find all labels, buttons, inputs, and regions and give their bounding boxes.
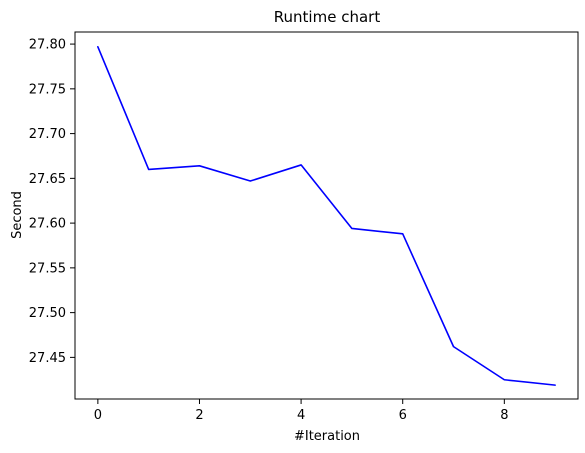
x-tick-label: 2: [195, 408, 203, 423]
y-tick-label: 27.55: [29, 261, 66, 276]
data-point: [197, 164, 201, 168]
x-axis-ticks: 0 2 4 6 8: [94, 399, 508, 423]
data-point: [401, 232, 405, 236]
y-tick-label: 27.45: [29, 351, 66, 366]
y-axis-ticks: 27.45 27.50 27.55 27.60 27.65 27.70 27.75 27.80: [29, 38, 75, 366]
data-point: [248, 179, 252, 183]
x-tick-label: 0: [94, 408, 102, 423]
data-point: [350, 226, 354, 230]
x-tick-label: 6: [399, 408, 407, 423]
data-point: [553, 383, 557, 387]
plot-frame: [74, 31, 579, 400]
data-point: [147, 167, 151, 171]
data-point: [96, 45, 100, 49]
data-point: [299, 163, 303, 167]
y-axis-label: Second: [10, 191, 25, 239]
data-point: [452, 345, 456, 349]
series-line: [97, 45, 556, 386]
x-tick-label: 8: [500, 408, 508, 423]
y-tick-label: 27.65: [29, 172, 66, 187]
y-tick-label: 27.60: [29, 217, 66, 232]
y-tick-label: 27.50: [29, 306, 66, 321]
chart-title: Runtime chart: [274, 8, 381, 26]
data-point: [502, 378, 506, 382]
x-tick-label: 4: [297, 408, 305, 423]
x-axis-label: #Iteration: [294, 429, 360, 444]
y-tick-label: 27.70: [29, 127, 66, 142]
y-tick-label: 27.75: [29, 82, 66, 97]
y-tick-label: 27.80: [29, 38, 66, 53]
